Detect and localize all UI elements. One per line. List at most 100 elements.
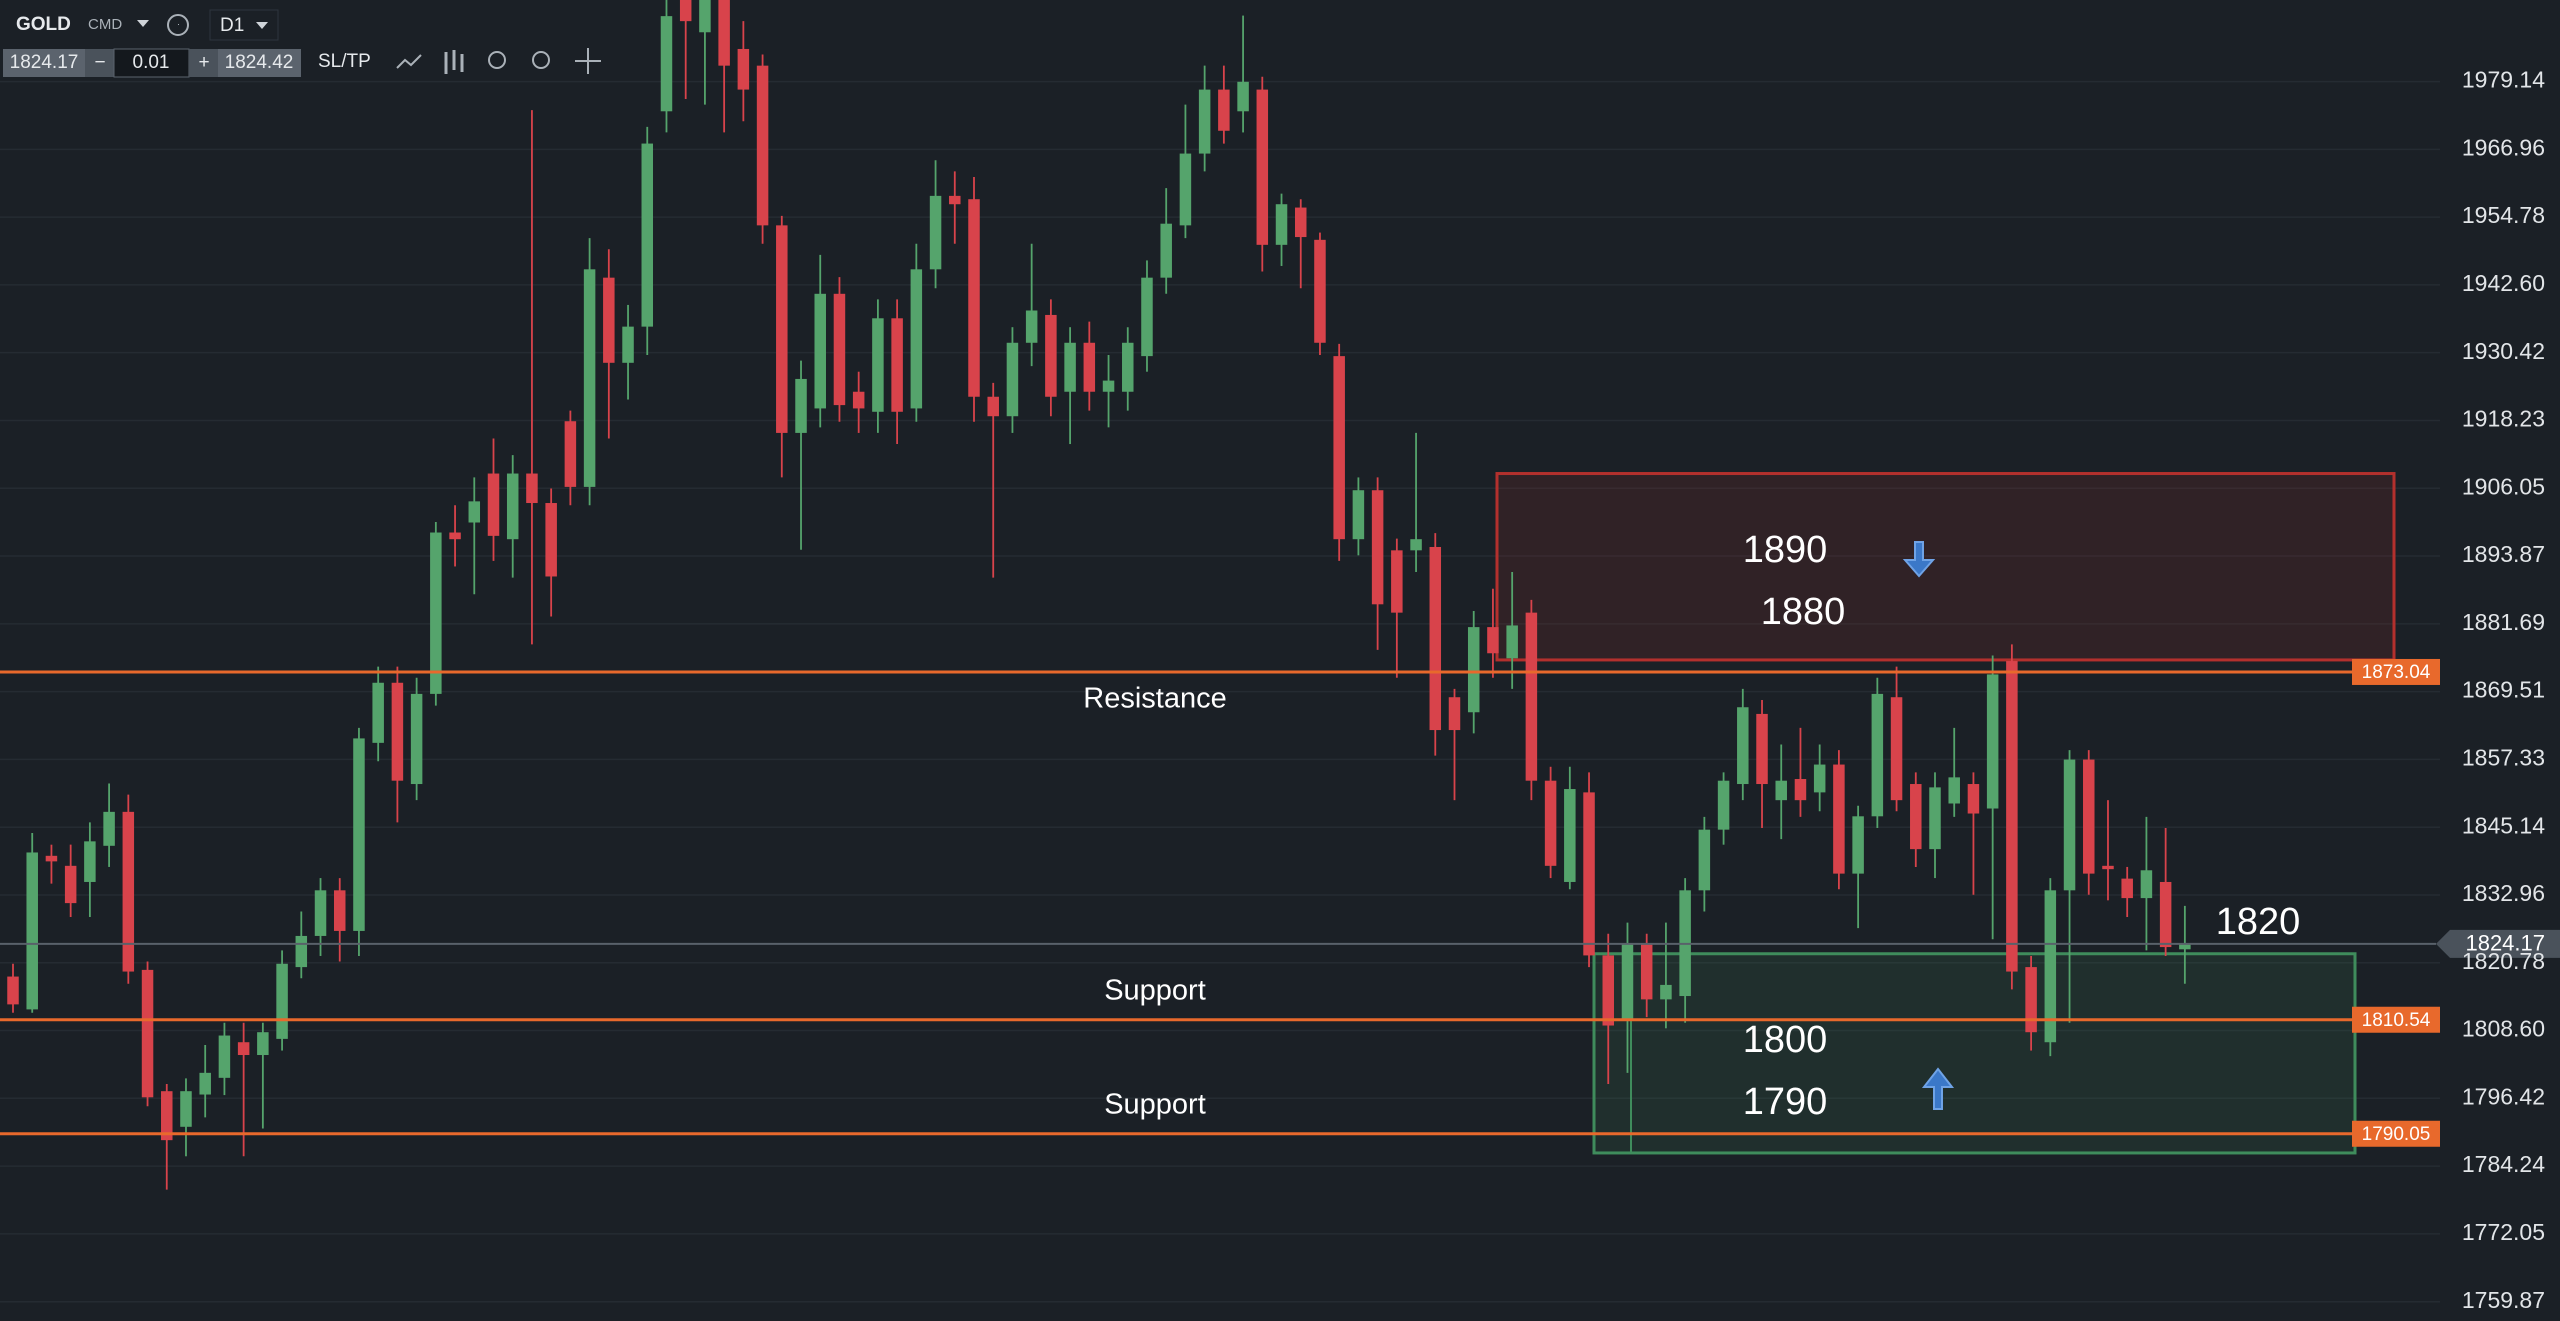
candle-body: [1410, 539, 1422, 551]
plus[interactable]: +: [198, 52, 209, 73]
candle-body: [468, 501, 481, 523]
candle-body: [1544, 780, 1557, 866]
lot[interactable]: 0.01: [133, 52, 170, 73]
candle-body: [237, 1042, 250, 1056]
annotation: 1890: [1743, 529, 1828, 571]
y-tick-label: 1832.96: [2462, 880, 2545, 906]
annotation: 1800: [1743, 1019, 1828, 1061]
candle-body: [603, 277, 615, 363]
price-tag-label: 1873.04: [2362, 662, 2431, 683]
annotation: 1880: [1761, 591, 1846, 633]
candle-body: [718, 0, 730, 66]
candle-body: [1910, 784, 1922, 850]
zones: [1495, 472, 2396, 1155]
candle-body: [1391, 550, 1403, 613]
candle-body: [333, 890, 346, 931]
price-tag: [2352, 1120, 2440, 1147]
candle-body: [1025, 310, 1038, 343]
candle-body: [45, 855, 58, 862]
candle-body: [1602, 955, 1615, 1026]
price-tag-label: 1810.54: [2362, 1010, 2431, 1031]
candle-body: [1948, 777, 1960, 804]
candle-body: [1102, 380, 1115, 392]
candle-body: [2102, 865, 2114, 870]
plus-button[interactable]: [189, 49, 218, 77]
info-icon[interactable]: [167, 14, 189, 36]
candle-body: [852, 391, 865, 409]
y-tick-label: 1979.14: [2462, 67, 2545, 93]
candle-body: [180, 1091, 192, 1127]
y-tick-label: 1772.05: [2462, 1219, 2545, 1245]
candle-body: [679, 0, 692, 22]
candle-body: [1717, 780, 1730, 830]
annotation: 1790: [1743, 1081, 1828, 1123]
candle-body: [1294, 207, 1307, 238]
candle-body: [2083, 759, 2095, 874]
ask[interactable]: 1824.42: [225, 52, 294, 73]
candle-body: [1813, 764, 1826, 793]
candle-body: [1583, 792, 1595, 956]
candle-body: [122, 811, 135, 972]
candle-icon[interactable]: [444, 50, 464, 74]
lot-box[interactable]: [113, 48, 190, 78]
y-tick-label: 1881.69: [2462, 609, 2545, 635]
zoom-in[interactable]: [532, 51, 550, 69]
current-price-tag: [2436, 929, 2560, 958]
candle-body: [564, 421, 577, 487]
minus-button[interactable]: [85, 49, 114, 77]
candle-body: [1967, 784, 1980, 814]
candle-body: [1006, 342, 1019, 417]
candle-body: [2044, 890, 2057, 1043]
zoom-out[interactable]: [488, 51, 506, 69]
candle-body: [1621, 944, 1634, 1021]
y-tick-label: 1906.05: [2462, 473, 2545, 499]
candle-body: [1929, 787, 1941, 850]
bid-box[interactable]: [3, 49, 85, 77]
candle-body: [103, 811, 115, 846]
candle-body: [1852, 816, 1864, 874]
candle-body: [545, 503, 557, 577]
y-tick-label: 1893.87: [2462, 541, 2545, 567]
candle-body: [622, 326, 634, 363]
candle-body: [910, 269, 923, 409]
candle-body: [1833, 764, 1845, 874]
candle-body: [526, 473, 538, 504]
timeframe[interactable]: D1: [220, 15, 244, 36]
candle-body: [968, 199, 980, 397]
candle-body: [314, 890, 327, 936]
minus[interactable]: −: [94, 52, 105, 73]
sltp[interactable]: SL/TP: [318, 51, 371, 72]
candle-body: [699, 0, 711, 33]
timeframe-box[interactable]: [209, 9, 279, 41]
ask-box[interactable]: [218, 49, 301, 77]
y-tick-label: 1930.42: [2462, 338, 2545, 364]
symbol[interactable]: GOLD: [16, 14, 71, 35]
candle-body: [449, 532, 461, 540]
candle-body: [487, 473, 500, 536]
current-price-label: 1824.17: [2465, 931, 2545, 956]
candle-body: [1698, 829, 1711, 891]
bid[interactable]: 1824.17: [10, 52, 79, 73]
line-icon[interactable]: [396, 54, 422, 69]
y-tick-label: 1784.24: [2462, 1151, 2545, 1177]
price-tag: [2352, 1006, 2440, 1033]
candle-body: [1890, 697, 1903, 801]
candle-body: [199, 1072, 211, 1095]
candle-body: [1122, 342, 1134, 392]
candle-body: [1775, 780, 1787, 801]
y-tick-label: 1954.78: [2462, 202, 2545, 228]
candle-body: [1564, 789, 1576, 882]
candle-body: [506, 473, 519, 540]
move-icon[interactable]: [575, 48, 601, 74]
candle-body: [1198, 89, 1211, 154]
candle-body: [737, 48, 750, 90]
y-tick-label: 1759.87: [2462, 1287, 2545, 1313]
dropdown[interactable]: [137, 20, 149, 27]
candle-body: [2121, 878, 2133, 899]
zone: [1495, 472, 2396, 662]
y-tick-label: 1808.60: [2462, 1016, 2545, 1042]
candle-body: [276, 963, 288, 1039]
candle-body: [257, 1032, 269, 1056]
dropdown[interactable]: [256, 22, 268, 29]
candle-body: [2159, 881, 2172, 948]
